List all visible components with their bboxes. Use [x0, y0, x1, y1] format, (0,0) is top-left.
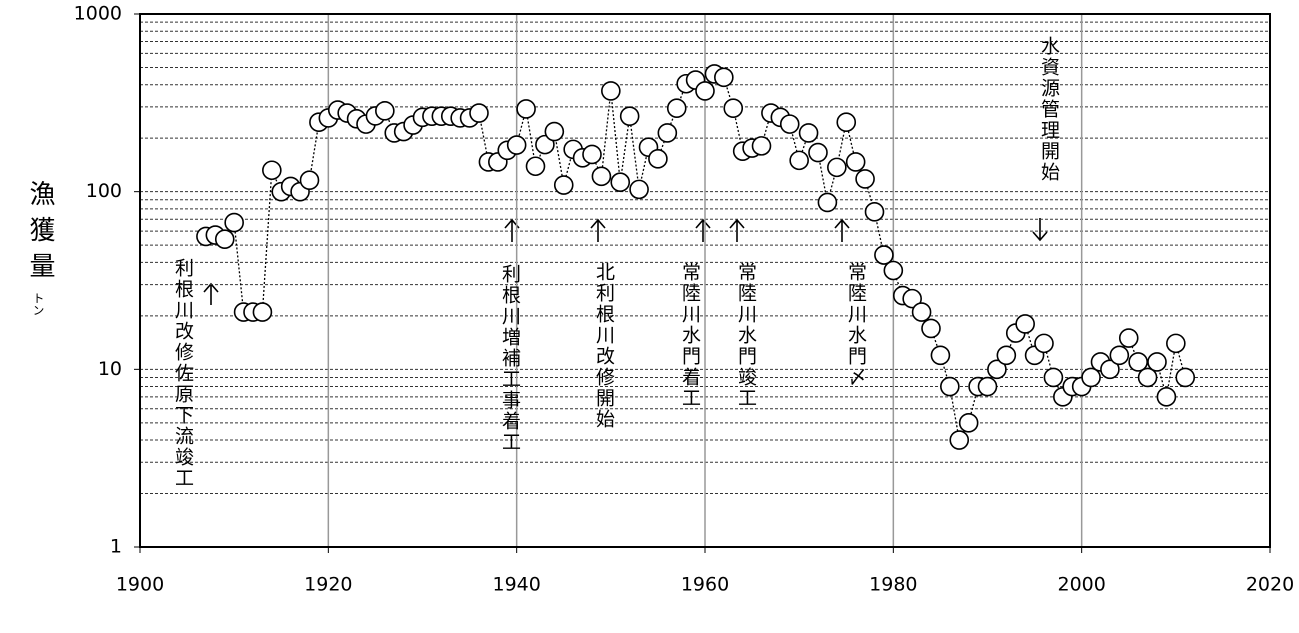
data-point	[977, 376, 998, 397]
data-point	[525, 156, 546, 177]
data-point	[262, 160, 282, 181]
data-point	[544, 121, 565, 142]
y-axis-label: 漁獲量	[25, 180, 55, 288]
data-point	[252, 302, 273, 322]
data-point	[1043, 367, 1064, 388]
data-point	[535, 134, 555, 155]
annotation: 水資源管理開始	[1038, 36, 1060, 183]
x-tick-label: 1900	[116, 574, 164, 596]
y-tick-label: 1000	[74, 3, 122, 25]
data-point	[214, 229, 235, 250]
data-point	[836, 112, 857, 133]
data-point	[874, 245, 894, 265]
data-point	[299, 170, 320, 191]
data-point	[930, 345, 951, 366]
data-point	[1147, 352, 1167, 372]
data-point	[855, 169, 875, 189]
data-point	[601, 81, 621, 101]
data-point	[723, 98, 744, 118]
data-point	[1109, 345, 1130, 366]
data-point	[506, 135, 527, 155]
annotation: 常陸川水門〆	[845, 262, 867, 388]
plot-border	[139, 13, 1271, 548]
x-tick-label: 1920	[304, 574, 352, 596]
data-point	[798, 123, 819, 143]
x-tick-label: 1940	[492, 574, 540, 596]
data-point	[1166, 333, 1186, 354]
x-tick-label: 1980	[869, 574, 917, 596]
data-point	[469, 103, 489, 123]
data-point	[224, 212, 244, 233]
data-point	[657, 123, 678, 143]
data-point	[582, 144, 602, 165]
data-point	[883, 260, 904, 281]
data-point	[902, 288, 922, 309]
data-point	[648, 149, 668, 169]
y-axis-unit: トン	[31, 292, 45, 316]
annotation: 利根川増補工事着工	[499, 264, 521, 453]
data-point	[629, 179, 649, 200]
data-point	[864, 202, 885, 222]
data-point	[1118, 328, 1139, 348]
y-tick-label: 100	[86, 180, 122, 202]
x-tick-label: 2000	[1057, 574, 1105, 596]
data-point	[996, 345, 1017, 366]
annotation: 常陸川水門竣工	[735, 262, 757, 409]
data-point	[666, 98, 687, 118]
data-point	[591, 166, 612, 187]
annotation: 北利根川改修開始	[593, 262, 615, 430]
data-point	[619, 106, 640, 126]
data-point	[779, 114, 800, 134]
data-point	[817, 192, 838, 213]
data-point	[921, 318, 941, 339]
data-point	[610, 172, 631, 193]
data-point	[1175, 367, 1196, 388]
data-point	[714, 67, 734, 88]
data-point	[958, 413, 979, 433]
y-tick-label: 1	[110, 536, 122, 558]
data-point	[553, 175, 574, 195]
data-point	[1100, 359, 1120, 380]
data-point	[695, 81, 715, 101]
data-point	[1137, 367, 1158, 388]
arrow	[1032, 218, 1048, 242]
data-point	[911, 302, 932, 322]
annotation: 利根川改修佐原下流竣工	[172, 258, 194, 489]
x-tick-label: 1960	[681, 574, 729, 596]
data-point	[1015, 314, 1035, 334]
data-point	[375, 101, 395, 121]
arrow	[203, 282, 219, 305]
data-point	[1156, 387, 1177, 407]
data-point	[808, 142, 828, 163]
data-point	[516, 99, 536, 119]
data-point	[1128, 352, 1148, 372]
data-point	[987, 359, 1007, 380]
data-point	[940, 376, 960, 397]
data-point	[1081, 367, 1101, 388]
data-point	[845, 152, 866, 172]
data-point	[949, 430, 970, 450]
annotation: 常陸川水門着工	[679, 262, 701, 409]
x-tick-label: 2020	[1246, 574, 1294, 596]
data-point	[1034, 333, 1054, 354]
data-point	[827, 157, 847, 178]
data-point	[751, 136, 772, 156]
y-tick-label: 10	[98, 358, 122, 380]
data-point	[789, 150, 809, 171]
